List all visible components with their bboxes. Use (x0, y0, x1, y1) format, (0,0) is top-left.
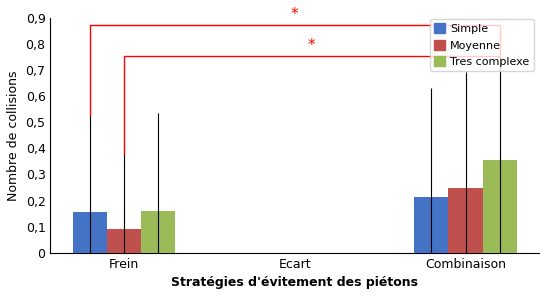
Bar (448, 188, 483, 253)
Text: *: * (308, 38, 316, 53)
Bar (141, 211, 175, 253)
Legend: Simple, Moyenne, Tres complexe: Simple, Moyenne, Tres complexe (430, 19, 533, 71)
Bar (73, 212, 107, 253)
Text: *: * (291, 7, 299, 22)
X-axis label: Stratégies d'évitement des piétons: Stratégies d'évitement des piétons (171, 276, 418, 289)
Bar (414, 197, 448, 253)
Bar (483, 160, 517, 253)
Y-axis label: Nombre de collisions: Nombre de collisions (7, 70, 20, 201)
Bar (107, 229, 141, 253)
